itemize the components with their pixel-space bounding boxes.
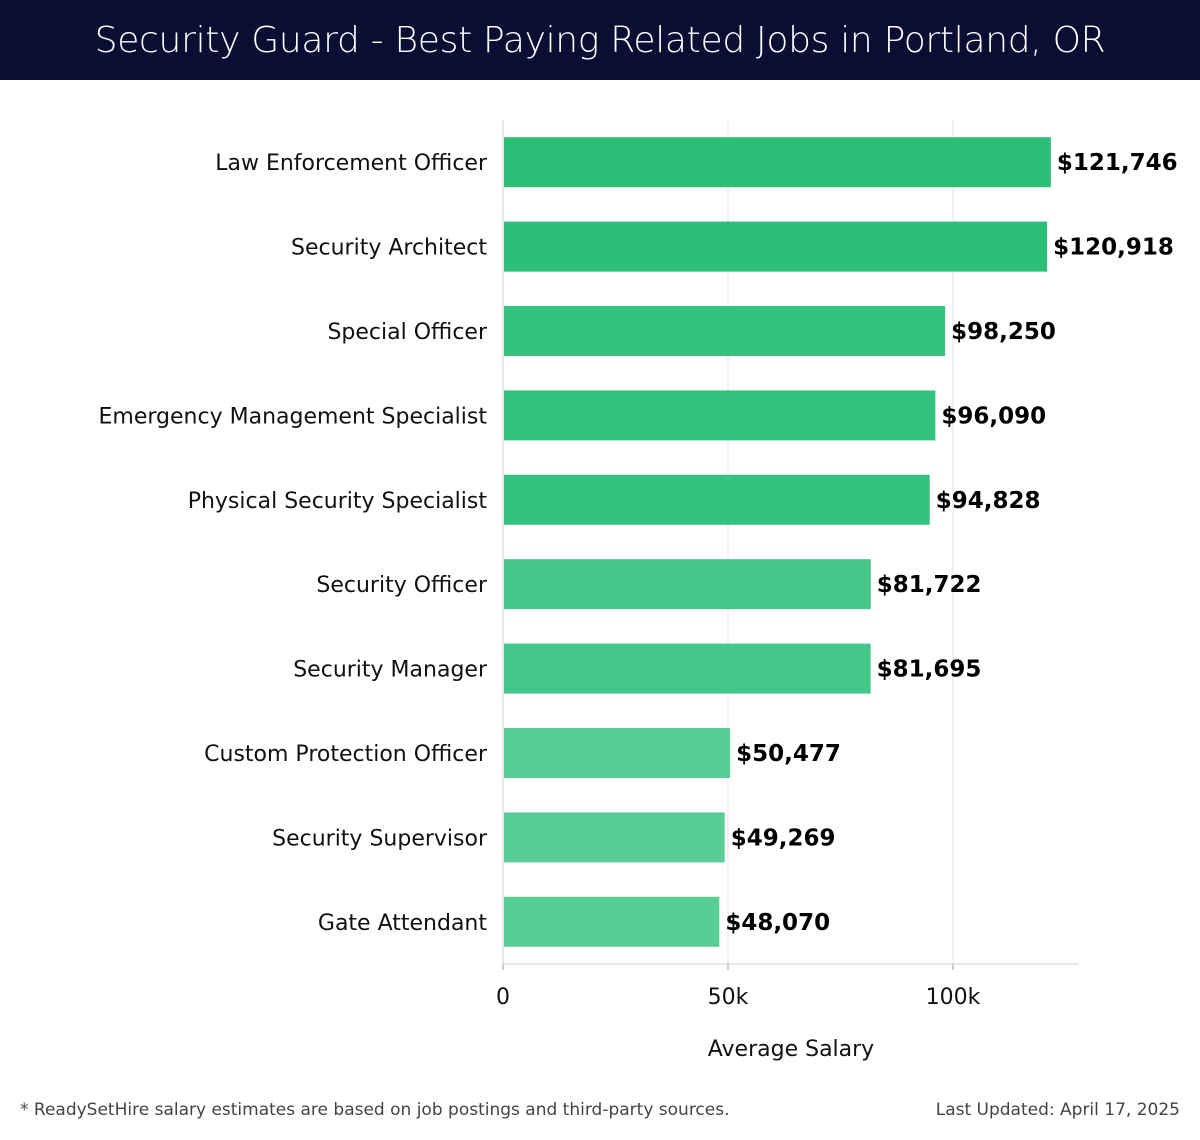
value-label: $121,746	[1057, 150, 1178, 176]
bar	[504, 559, 871, 610]
value-labels: $121,746 $120,918 $98,250 $96,090 $94,828 $81…	[725, 150, 1177, 936]
bar	[504, 896, 720, 947]
bar-chart: Law Enforcement Officer Security Architec…	[99, 120, 1178, 1062]
category-label: Emergency Management Specialist	[99, 404, 488, 429]
category-labels: Law Enforcement Officer Security Architec…	[99, 151, 488, 936]
category-label: Security Architect	[291, 236, 487, 261]
category-label: Security Supervisor	[272, 826, 488, 851]
category-label: Custom Protection Officer	[204, 742, 488, 767]
bar	[504, 221, 1048, 272]
value-label: $48,070	[725, 910, 830, 936]
value-label: $50,477	[736, 741, 841, 767]
bar	[504, 474, 930, 525]
page-title: Security Guard - Best Paying Related Job…	[94, 19, 1106, 61]
value-label: $120,918	[1053, 235, 1174, 261]
bar	[504, 390, 936, 441]
category-label: Gate Attendant	[318, 911, 487, 936]
bar	[504, 643, 871, 694]
bar	[504, 812, 725, 863]
value-label: $81,722	[877, 572, 982, 598]
x-axis-label: Average Salary	[708, 1037, 874, 1062]
category-label: Law Enforcement Officer	[215, 151, 488, 176]
bars	[504, 137, 1051, 947]
footnote: * ReadySetHire salary estimates are base…	[20, 1100, 730, 1120]
value-label: $98,250	[951, 319, 1056, 345]
value-label: $94,828	[936, 488, 1041, 514]
category-label: Physical Security Specialist	[188, 489, 488, 514]
category-label: Security Officer	[316, 573, 488, 598]
bar	[504, 137, 1051, 188]
bar	[504, 306, 946, 356]
x-tick-label: 50k	[708, 985, 749, 1010]
value-label: $49,269	[731, 825, 836, 851]
category-label: Special Officer	[327, 320, 487, 345]
x-tick-label: 100k	[926, 985, 981, 1010]
value-label: $81,695	[877, 657, 982, 683]
category-label: Security Manager	[293, 658, 488, 683]
last-updated: Last Updated: April 17, 2025	[935, 1100, 1180, 1120]
chart-header: Security Guard - Best Paying Related Job…	[0, 0, 1200, 80]
x-axis: 0 50k 100k Average Salary	[496, 120, 1079, 1062]
value-label: $96,090	[941, 403, 1046, 429]
bar	[504, 728, 731, 778]
x-tick-label: 0	[496, 985, 510, 1010]
